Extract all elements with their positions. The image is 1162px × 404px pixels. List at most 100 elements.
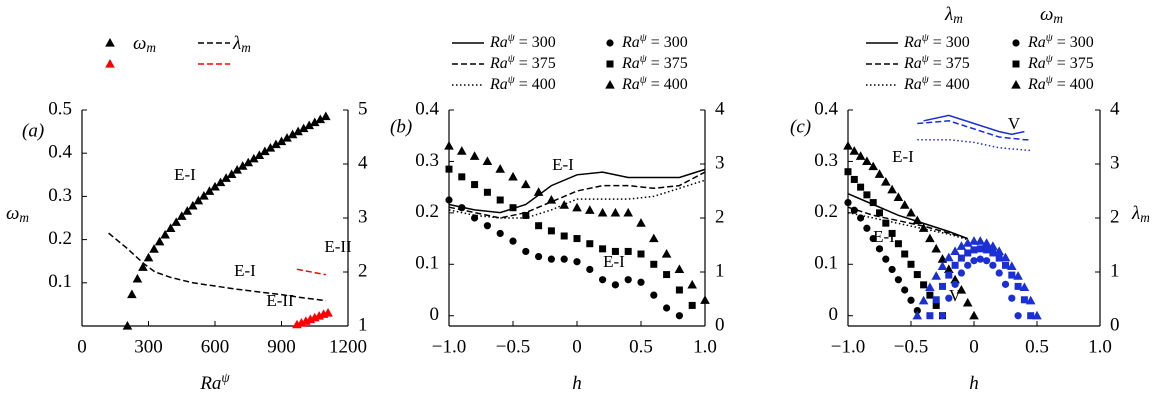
legend-title-part: m bbox=[146, 40, 156, 55]
line-series bbox=[923, 114, 1025, 136]
marker bbox=[171, 217, 182, 226]
marker bbox=[293, 126, 303, 136]
y-tick-label: 0.4 bbox=[48, 142, 72, 163]
legend-label: Raψ = 375 bbox=[621, 53, 688, 72]
marker bbox=[508, 171, 518, 181]
marker bbox=[843, 141, 853, 150]
y2-tick-label: 0 bbox=[1110, 314, 1120, 335]
marker bbox=[893, 192, 904, 202]
x-tick-label: 600 bbox=[201, 336, 230, 357]
x-axis-label: h bbox=[572, 373, 582, 394]
y2-tick-label: 2 bbox=[1110, 206, 1120, 227]
marker bbox=[894, 276, 903, 284]
legend-label-part: = 400 bbox=[1053, 76, 1094, 93]
annotation: V bbox=[949, 286, 962, 305]
legend-label-part: ψ bbox=[640, 74, 648, 86]
marker bbox=[271, 139, 281, 149]
marker bbox=[882, 219, 890, 227]
marker bbox=[931, 271, 941, 280]
marker bbox=[899, 200, 910, 209]
legend-label-part: = 400 bbox=[929, 76, 970, 93]
y-tick-label: 0.1 bbox=[48, 271, 72, 292]
legend-label-part: ψ bbox=[1046, 53, 1054, 65]
legend-marker bbox=[105, 38, 115, 47]
marker bbox=[611, 281, 620, 289]
marker bbox=[243, 157, 254, 167]
marker bbox=[975, 236, 986, 245]
x-tick-label: 900 bbox=[267, 336, 296, 357]
marker bbox=[994, 246, 1004, 256]
legend-title: λm bbox=[944, 4, 963, 26]
line-series bbox=[448, 171, 706, 219]
marker bbox=[495, 164, 505, 173]
marker bbox=[276, 136, 287, 146]
legend-label-part: ψ bbox=[640, 53, 648, 65]
marker bbox=[855, 151, 866, 160]
marker bbox=[138, 262, 148, 271]
y-tick-label: 0.1 bbox=[415, 253, 439, 274]
legend-label-part: = 300 bbox=[1053, 34, 1094, 51]
marker bbox=[469, 151, 480, 160]
x-axis-label: Raψ bbox=[199, 370, 230, 394]
legend-label-part: = 375 bbox=[929, 55, 970, 72]
legend-label-part: ψ bbox=[508, 32, 516, 44]
marker bbox=[888, 265, 896, 274]
marker bbox=[989, 249, 997, 257]
marker bbox=[964, 261, 972, 269]
marker bbox=[857, 214, 865, 222]
marker bbox=[193, 195, 204, 205]
legend-label-part: Ra bbox=[1027, 76, 1046, 93]
legend-title: ωm bbox=[133, 33, 156, 55]
marker bbox=[849, 146, 860, 155]
marker bbox=[599, 276, 607, 284]
marker bbox=[957, 254, 965, 262]
legend-title-part: ω bbox=[1040, 4, 1053, 25]
panel-label: (c) bbox=[790, 116, 811, 137]
marker bbox=[143, 252, 154, 262]
marker bbox=[1013, 271, 1023, 280]
marker bbox=[160, 229, 170, 239]
y2-tick-label: 3 bbox=[1110, 152, 1120, 173]
marker bbox=[951, 280, 959, 288]
legend-label-part: Ra bbox=[621, 55, 640, 72]
annotation: V bbox=[1008, 114, 1021, 133]
marker bbox=[920, 281, 928, 289]
marker bbox=[204, 186, 215, 195]
marker bbox=[458, 173, 466, 181]
marker bbox=[907, 296, 915, 304]
legend-marker bbox=[1012, 60, 1020, 68]
marker bbox=[1002, 261, 1009, 269]
marker bbox=[1008, 271, 1016, 279]
legend-label: Raψ = 400 bbox=[621, 74, 688, 93]
x-tick-label: 0.5 bbox=[1025, 336, 1049, 357]
marker bbox=[560, 255, 568, 263]
legend-label-part: = 300 bbox=[647, 34, 688, 51]
legend-label-part: ψ bbox=[922, 74, 930, 86]
x-tick-label: −0.5 bbox=[894, 336, 928, 357]
y-tick-label: 0 bbox=[430, 304, 440, 325]
marker bbox=[869, 199, 877, 207]
marker bbox=[983, 257, 991, 265]
y2-tick-label: 0 bbox=[715, 314, 725, 335]
marker bbox=[844, 168, 852, 176]
y2-tick-label: 1 bbox=[1110, 260, 1120, 281]
marker bbox=[547, 255, 556, 263]
marker bbox=[894, 240, 902, 248]
marker bbox=[901, 286, 909, 294]
marker bbox=[876, 209, 883, 217]
marker bbox=[995, 254, 1003, 262]
marker bbox=[546, 195, 557, 204]
legend-label: Raψ = 375 bbox=[903, 53, 970, 72]
marker bbox=[304, 120, 315, 130]
x-axis-label-part: ψ bbox=[221, 370, 230, 385]
x-axis-label: h bbox=[969, 373, 979, 394]
marker bbox=[912, 215, 923, 225]
marker bbox=[221, 173, 231, 182]
marker bbox=[535, 252, 543, 261]
y2-tick-label: 4 bbox=[715, 98, 725, 119]
x-tick-label: 0 bbox=[969, 336, 979, 357]
marker bbox=[265, 143, 276, 152]
panel-label: (b) bbox=[390, 116, 412, 137]
marker bbox=[509, 237, 517, 245]
marker bbox=[533, 187, 544, 196]
